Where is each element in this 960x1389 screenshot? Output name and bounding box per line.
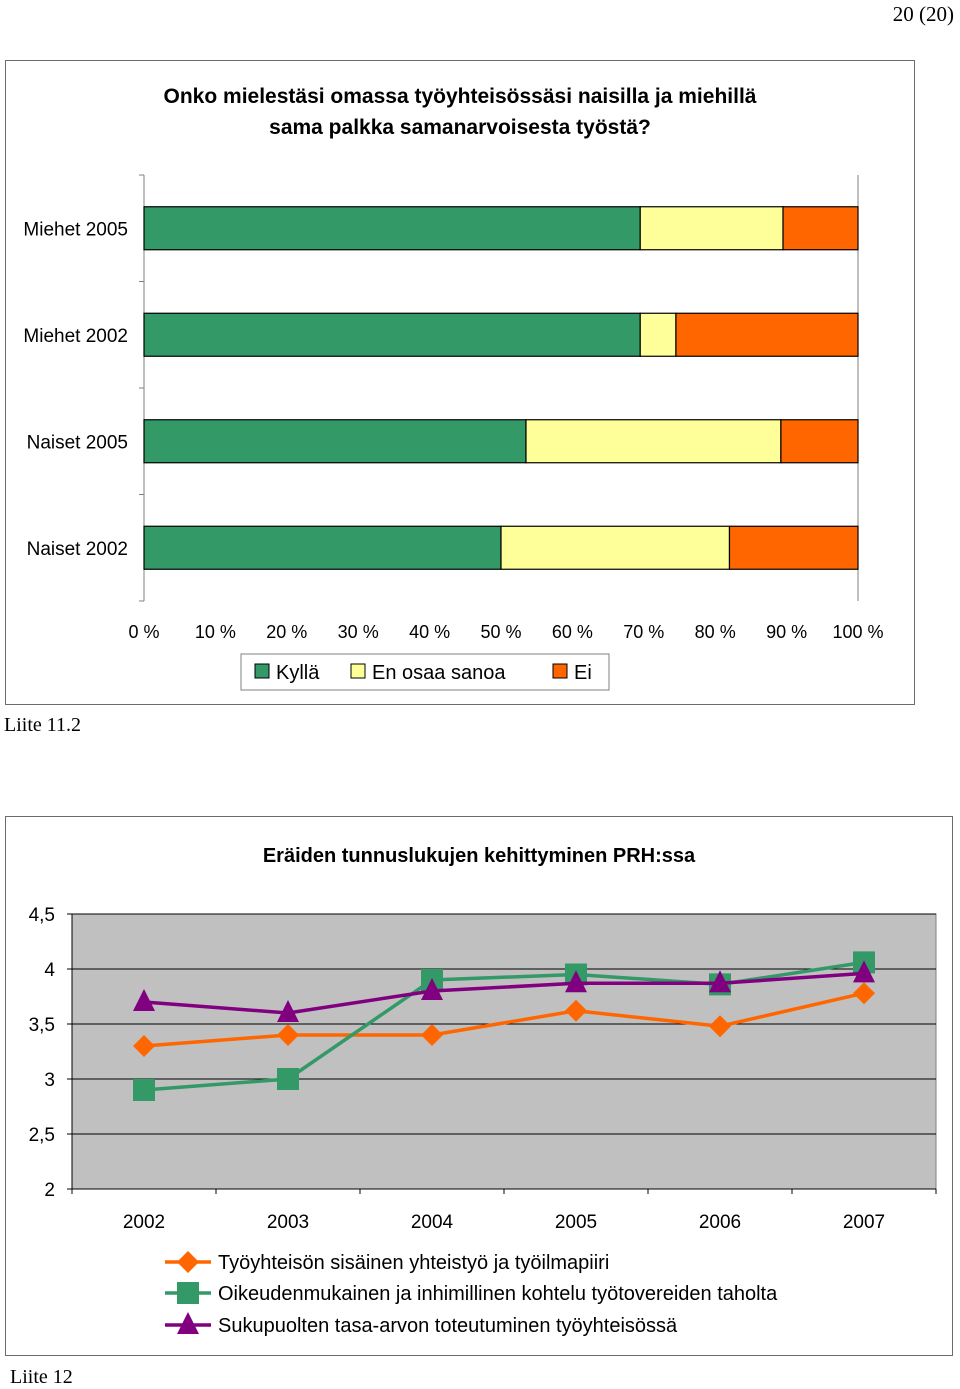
line-y-tick-label: 2,5: [29, 1125, 55, 1146]
bar-segment-en-osaa-sanoa-naiset-2002: [500, 525, 731, 570]
legend-label-en-osaa-sanoa: En osaa sanoa: [372, 662, 506, 684]
bar-chart-title-line1: Onko mielestäsi omassa työyhteisössäsi n…: [163, 85, 757, 108]
line-series-path: [143, 991, 865, 1048]
line-x-tick-label-2003: 2003: [267, 1212, 309, 1233]
bar-chart-title-line2: sama palkka samanarvoisesta työstä?: [269, 116, 651, 139]
line-series-path: [143, 971, 865, 1015]
bar-segment-ei-miehet-2002: [675, 312, 859, 357]
legend-label-kyllä: Kyllä: [276, 662, 320, 684]
bar-segment-en-osaa-sanoa-naiset-2005: [525, 419, 782, 464]
bar-chart-legend: [240, 653, 610, 691]
bar-chart: Miehet 2005 Miehet 2002 Naiset 2005 Naiset …: [23, 174, 884, 691]
bar-chart-frame: Onko mielestäsi omassa työyhteisössäsi n…: [5, 60, 915, 705]
line-point-triangle-2006: [709, 970, 731, 993]
bar-category-label-naiset-2005: Naiset 2005: [27, 432, 128, 453]
bar-segment-ei-miehet-2005: [782, 206, 859, 251]
legend-label-oikeudenmukainen-ja-inhimillinen-kohtelu-työtovereiden-taholta: Oikeudenmukainen ja inhimillinen kohtelu…: [218, 1283, 778, 1305]
line-y-tick-label: 3: [44, 1070, 55, 1091]
bar-segment-en-osaa-sanoa-miehet-2002: [639, 312, 677, 357]
bar-category-label-miehet-2002: Miehet 2002: [23, 326, 128, 347]
line-point-triangle-2003: [277, 1000, 299, 1022]
line-y-tick-label: 4,5: [29, 905, 55, 926]
line-y-tick-label: 2: [44, 1180, 55, 1201]
bar-segment-ei-naiset-2002: [728, 525, 859, 570]
bar-segment-kyllä-miehet-2002: [143, 312, 641, 357]
legend-marker-triangle: [177, 1312, 199, 1334]
line-chart-title: Eräiden tunnuslukujen kehittyminen PRH:s…: [262, 845, 696, 867]
bar-x-tick-label: 60 %: [552, 622, 593, 642]
line-point-triangle-2007: [853, 960, 875, 983]
line-y-tick-label: 3,5: [29, 1015, 55, 1036]
bar-x-tick-label: 50 %: [480, 622, 521, 642]
line-point-diamond-2005: [565, 999, 587, 1022]
line-point-triangle-2005: [565, 970, 587, 993]
bar-segment-en-osaa-sanoa-miehet-2005: [639, 206, 784, 251]
line-series-työyhteisön-sisäinen-yhteistyö-ja-työilmapiiri: [133, 982, 875, 1057]
caption-liite-12: Liite 12: [10, 1366, 73, 1388]
line-point-square-2002: [133, 1079, 155, 1101]
line-x-tick-label-2007: 2007: [843, 1212, 885, 1233]
line-point-diamond-2006: [709, 1015, 731, 1038]
legend-label-ei: Ei: [574, 662, 592, 684]
bar-segment-kyllä-naiset-2005: [143, 419, 527, 464]
line-y-tick-label: 4: [44, 960, 55, 981]
legend-swatch-kyllä: [254, 663, 270, 679]
bar-x-tick-label: 90 %: [766, 622, 807, 642]
line-point-diamond-2004: [421, 1024, 443, 1046]
bar-x-tick-label: 70 %: [623, 622, 664, 642]
bar-x-tick-label: 100 %: [832, 622, 883, 642]
caption-liite-11-2: Liite 11.2: [4, 714, 82, 736]
legend-label-työyhteisön-sisäinen-yhteistyö-ja-työilmapiiri: Työyhteisön sisäinen yhteistyö ja työilm…: [218, 1252, 609, 1274]
bar-x-tick-label: 10 %: [195, 622, 236, 642]
bar-x-tick-label: 30 %: [338, 622, 379, 642]
bar-category-label-naiset-2002: Naiset 2002: [27, 539, 128, 560]
line-x-tick-label-2002: 2002: [123, 1212, 165, 1233]
line-point-triangle-2004: [421, 978, 443, 1000]
line-point-diamond-2002: [133, 1035, 155, 1057]
line-plot-area: [71, 913, 937, 1190]
legend-label-sukupuolten-tasa-arvon-toteutuminen-työyhteisössä: Sukupuolten tasa-arvon toteutuminen työy…: [218, 1315, 678, 1337]
legend-swatch-ei: [552, 663, 568, 679]
bar-segment-ei-naiset-2005: [780, 419, 859, 464]
line-x-tick-label-2005: 2005: [555, 1212, 597, 1233]
legend-swatch-en-osaa-sanoa: [350, 663, 366, 679]
line-point-diamond-2003: [277, 1024, 299, 1046]
bar-segment-kyllä-naiset-2002: [143, 525, 502, 570]
page-number: 20 (20): [892, 2, 954, 26]
line-series-sukupuolten-tasa-arvon-toteutuminen-työyhteisössä: [133, 960, 875, 1022]
line-x-tick-label-2006: 2006: [699, 1212, 741, 1233]
line-point-triangle-2002: [133, 989, 155, 1011]
bar-x-tick-label: 40 %: [409, 622, 450, 642]
bar-category-label-miehet-2005: Miehet 2005: [23, 219, 128, 240]
bar-x-tick-label: 0 %: [128, 622, 159, 642]
line-point-diamond-2007: [853, 982, 875, 1005]
bar-x-tick-label: 20 %: [266, 622, 307, 642]
legend-marker-square: [177, 1282, 199, 1304]
line-x-tick-label-2004: 2004: [411, 1212, 454, 1233]
legend-marker-diamond: [177, 1251, 199, 1273]
line-point-square-2003: [277, 1068, 299, 1090]
bar-x-tick-label: 80 %: [695, 622, 736, 642]
